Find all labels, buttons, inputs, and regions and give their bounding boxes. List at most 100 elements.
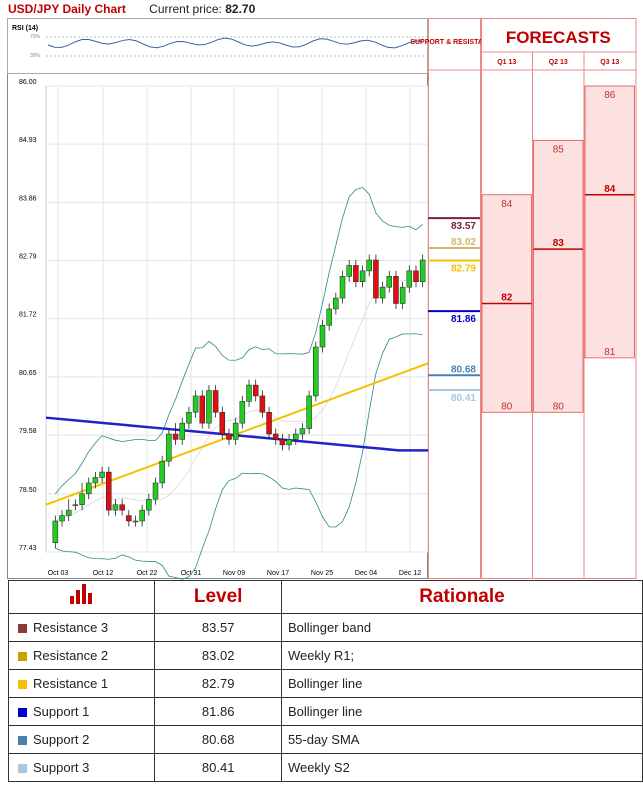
sr-level-label: 80.68 — [451, 364, 476, 375]
level-value: 82.79 — [154, 669, 282, 698]
x-tick-label: Nov 09 — [223, 570, 245, 577]
sr-column — [428, 18, 481, 579]
candle — [146, 499, 152, 511]
candle — [152, 482, 159, 500]
table-row: Resistance 1 82.79 Bollinger line — [7, 669, 643, 698]
candle — [386, 276, 393, 288]
candle — [226, 433, 232, 440]
sr-level-label: 83.57 — [451, 221, 476, 232]
candle — [219, 412, 226, 435]
candle — [112, 504, 119, 511]
candle — [192, 395, 199, 413]
forecast-low: 80 — [553, 401, 565, 412]
forecast-low: 81 — [604, 347, 616, 358]
candle — [266, 412, 272, 435]
level-name: Support 1 — [33, 704, 90, 719]
price-value: 82.70 — [225, 2, 256, 16]
sr-level-label: 83.02 — [451, 237, 476, 248]
candle — [106, 471, 112, 511]
level-name-cell: Support 3 — [7, 753, 156, 782]
candle — [353, 265, 359, 283]
level-name: Resistance 2 — [33, 648, 109, 663]
candle — [72, 504, 79, 506]
level-color-swatch — [18, 764, 27, 773]
candle — [279, 439, 286, 446]
candle — [85, 482, 92, 495]
bar-chart-icon-cell — [7, 580, 156, 614]
candle — [313, 346, 319, 397]
level-rationale: Bollinger band — [280, 613, 643, 642]
level-rationale: Weekly R1; — [280, 641, 643, 670]
level-name-cell: Support 2 — [7, 725, 156, 754]
y-tick-label: 84.93 — [19, 137, 37, 144]
y-tick-label: 79.58 — [19, 428, 37, 435]
candle — [119, 504, 125, 511]
table-row: Support 3 80.41 Weekly S2 — [7, 753, 643, 782]
sr-title: SUPPORT & RESISTANCE — [410, 39, 498, 46]
candle — [346, 265, 352, 277]
candle — [299, 428, 306, 435]
candle — [286, 439, 292, 446]
level-name-cell: Support 1 — [7, 697, 156, 726]
candle — [272, 433, 279, 440]
level-name: Resistance 1 — [33, 676, 109, 691]
x-tick-label: Oct 12 — [93, 570, 114, 577]
bollinger-upper — [55, 186, 423, 495]
level-name-cell: Resistance 3 — [7, 613, 156, 642]
candle — [79, 493, 85, 505]
y-tick-label: 83.86 — [19, 195, 37, 202]
level-name-cell: Resistance 1 — [7, 669, 156, 698]
level-value: 81.86 — [154, 697, 282, 726]
price-label: Current price: — [149, 2, 222, 16]
forecast-mid: 82 — [501, 293, 513, 304]
x-tick-label: Nov 25 — [311, 570, 333, 577]
candle — [99, 471, 105, 478]
candle — [366, 259, 372, 272]
candle — [92, 477, 99, 484]
level-color-swatch — [18, 624, 27, 633]
candle — [306, 395, 312, 429]
level-header: Level — [154, 580, 282, 614]
level-name: Support 2 — [33, 732, 90, 747]
y-tick-label: 81.72 — [19, 312, 37, 319]
candle — [406, 270, 413, 288]
candle — [232, 422, 239, 440]
candle — [186, 412, 192, 424]
candle — [139, 509, 145, 522]
candle — [132, 520, 139, 523]
rationale-header: Rationale — [280, 580, 643, 614]
forecast-quarter-label: Q2 13 — [549, 59, 568, 66]
candle — [172, 433, 179, 440]
candle — [259, 395, 266, 413]
candle — [166, 433, 172, 462]
forecast-range — [533, 139, 584, 413]
table-row: Resistance 2 83.02 Weekly R1; — [7, 641, 643, 670]
level-color-swatch — [18, 708, 27, 717]
candle — [379, 286, 386, 299]
y-tick-label: 77.43 — [19, 545, 37, 552]
level-name: Support 3 — [33, 760, 90, 775]
candle — [333, 297, 339, 310]
x-tick-label: Dec 04 — [355, 570, 377, 577]
x-tick-label: Dec 12 — [399, 570, 421, 577]
rsi-tick: 30% — [30, 53, 41, 59]
sr-level-label: 82.79 — [451, 264, 476, 275]
candle — [319, 325, 326, 348]
level-rationale: Weekly S2 — [280, 753, 643, 782]
level-value: 83.02 — [154, 641, 282, 670]
bar-chart-icon — [69, 584, 92, 604]
candle — [246, 384, 252, 402]
level-rationale: Bollinger line — [280, 669, 643, 698]
rsi-label: RSI (14) — [12, 25, 38, 32]
candle — [239, 401, 246, 424]
level-color-swatch — [18, 680, 27, 689]
bollinger-middle — [55, 279, 423, 522]
candle — [212, 390, 219, 413]
candle — [199, 395, 206, 424]
level-color-swatch — [18, 652, 27, 661]
candle — [293, 433, 299, 440]
candle — [413, 270, 419, 283]
candle — [159, 460, 165, 484]
candle — [419, 259, 426, 283]
candle — [393, 276, 399, 304]
